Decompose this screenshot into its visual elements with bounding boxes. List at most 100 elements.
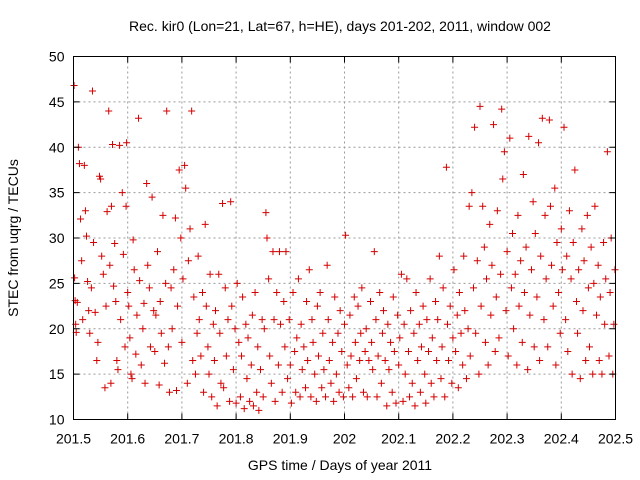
data-point-marker — [323, 261, 331, 269]
data-point-marker — [571, 166, 579, 174]
data-point-marker — [461, 307, 469, 315]
x-tick-label: 202.5 — [598, 431, 633, 447]
data-point-marker — [227, 198, 235, 206]
data-point-marker — [563, 252, 571, 260]
data-point-marker — [332, 370, 340, 378]
data-point-marker — [465, 202, 473, 210]
data-point-marker — [181, 161, 189, 169]
data-point-marker — [330, 397, 338, 405]
data-point-marker — [381, 357, 389, 365]
data-point-marker — [387, 338, 395, 346]
data-point-marker — [293, 334, 301, 342]
data-point-marker — [438, 343, 446, 351]
data-point-marker — [509, 229, 517, 237]
data-point-marker — [499, 175, 507, 183]
x-tick-label: 202.4 — [544, 431, 579, 447]
data-point-marker — [298, 366, 306, 374]
data-point-marker — [336, 307, 344, 315]
data-point-marker — [90, 239, 98, 247]
data-point-marker — [262, 209, 270, 217]
x-tick-labels: 201.5 201.6 201.7 201.8 201.9 202 202.1 202.2 20… — [56, 431, 633, 447]
data-point-marker — [423, 316, 431, 324]
data-point-marker — [236, 393, 244, 401]
data-point-marker — [258, 316, 266, 324]
data-point-marker — [368, 338, 376, 346]
data-point-marker — [448, 379, 456, 387]
data-point-marker — [93, 357, 101, 365]
data-point-marker — [479, 202, 487, 210]
data-point-marker — [475, 370, 483, 378]
data-point-marker — [220, 384, 228, 392]
data-point-marker — [179, 275, 187, 283]
data-point-marker — [492, 293, 500, 301]
data-point-marker — [202, 302, 210, 310]
data-point-marker — [191, 370, 199, 378]
data-point-marker — [260, 325, 268, 333]
data-point-marker — [582, 357, 590, 365]
data-point-marker — [339, 393, 347, 401]
data-point-marker — [578, 225, 586, 233]
x-tick-label: 201.7 — [164, 431, 199, 447]
data-point-marker — [359, 388, 367, 396]
data-point-marker — [144, 261, 152, 269]
data-point-marker — [249, 402, 257, 410]
data-point-marker — [267, 379, 275, 387]
data-point-marker — [133, 311, 141, 319]
data-point-marker — [168, 325, 176, 333]
data-point-marker — [529, 198, 537, 206]
data-point-marker — [194, 252, 202, 260]
data-point-marker — [246, 397, 254, 405]
data-point-marker — [565, 207, 573, 215]
data-point-marker — [428, 334, 436, 342]
data-point-marker — [383, 402, 391, 410]
data-point-marker — [286, 361, 294, 369]
data-point-marker — [154, 248, 162, 256]
data-point-marker — [437, 375, 445, 383]
data-point-marker — [324, 316, 332, 324]
data-point-marker — [107, 202, 115, 210]
data-point-marker — [294, 275, 302, 283]
data-point-marker — [365, 357, 373, 365]
x-tick-label: 202.1 — [381, 431, 416, 447]
data-point-marker — [73, 298, 81, 306]
data-point-marker — [242, 320, 250, 328]
data-point-marker — [596, 293, 604, 301]
data-point-marker — [397, 270, 405, 278]
data-point-marker — [172, 386, 180, 394]
data-point-marker — [477, 302, 485, 310]
data-point-marker — [190, 293, 198, 301]
data-point-marker — [319, 329, 327, 337]
data-point-marker — [285, 316, 293, 324]
y-tick-label: 10 — [49, 412, 65, 428]
data-point-marker — [602, 275, 610, 283]
data-point-marker — [309, 338, 317, 346]
data-point-marker — [488, 261, 496, 269]
data-point-marker — [416, 388, 424, 396]
y-tick-label: 20 — [49, 321, 65, 337]
data-point-marker — [419, 302, 427, 310]
data-point-marker — [471, 123, 479, 131]
data-point-marker — [575, 266, 583, 274]
data-point-marker — [305, 266, 313, 274]
data-point-marker — [466, 352, 474, 360]
data-point-marker — [464, 325, 472, 333]
data-point-marker — [506, 134, 514, 142]
data-point-marker — [347, 352, 355, 360]
data-point-marker — [480, 243, 488, 251]
data-point-marker — [275, 248, 283, 256]
data-point-marker — [369, 366, 377, 374]
data-point-marker — [406, 393, 414, 401]
data-point-marker — [459, 361, 467, 369]
data-point-marker — [603, 148, 611, 156]
data-point-marker — [345, 384, 353, 392]
data-point-marker — [525, 132, 533, 140]
data-point-marker — [109, 141, 117, 149]
data-point-marker — [513, 361, 521, 369]
data-point-marker — [228, 302, 236, 310]
data-point-marker — [351, 338, 359, 346]
data-point-marker — [105, 107, 113, 115]
data-point-marker — [446, 302, 454, 310]
data-point-marker — [116, 141, 124, 149]
data-point-marker — [342, 231, 350, 239]
